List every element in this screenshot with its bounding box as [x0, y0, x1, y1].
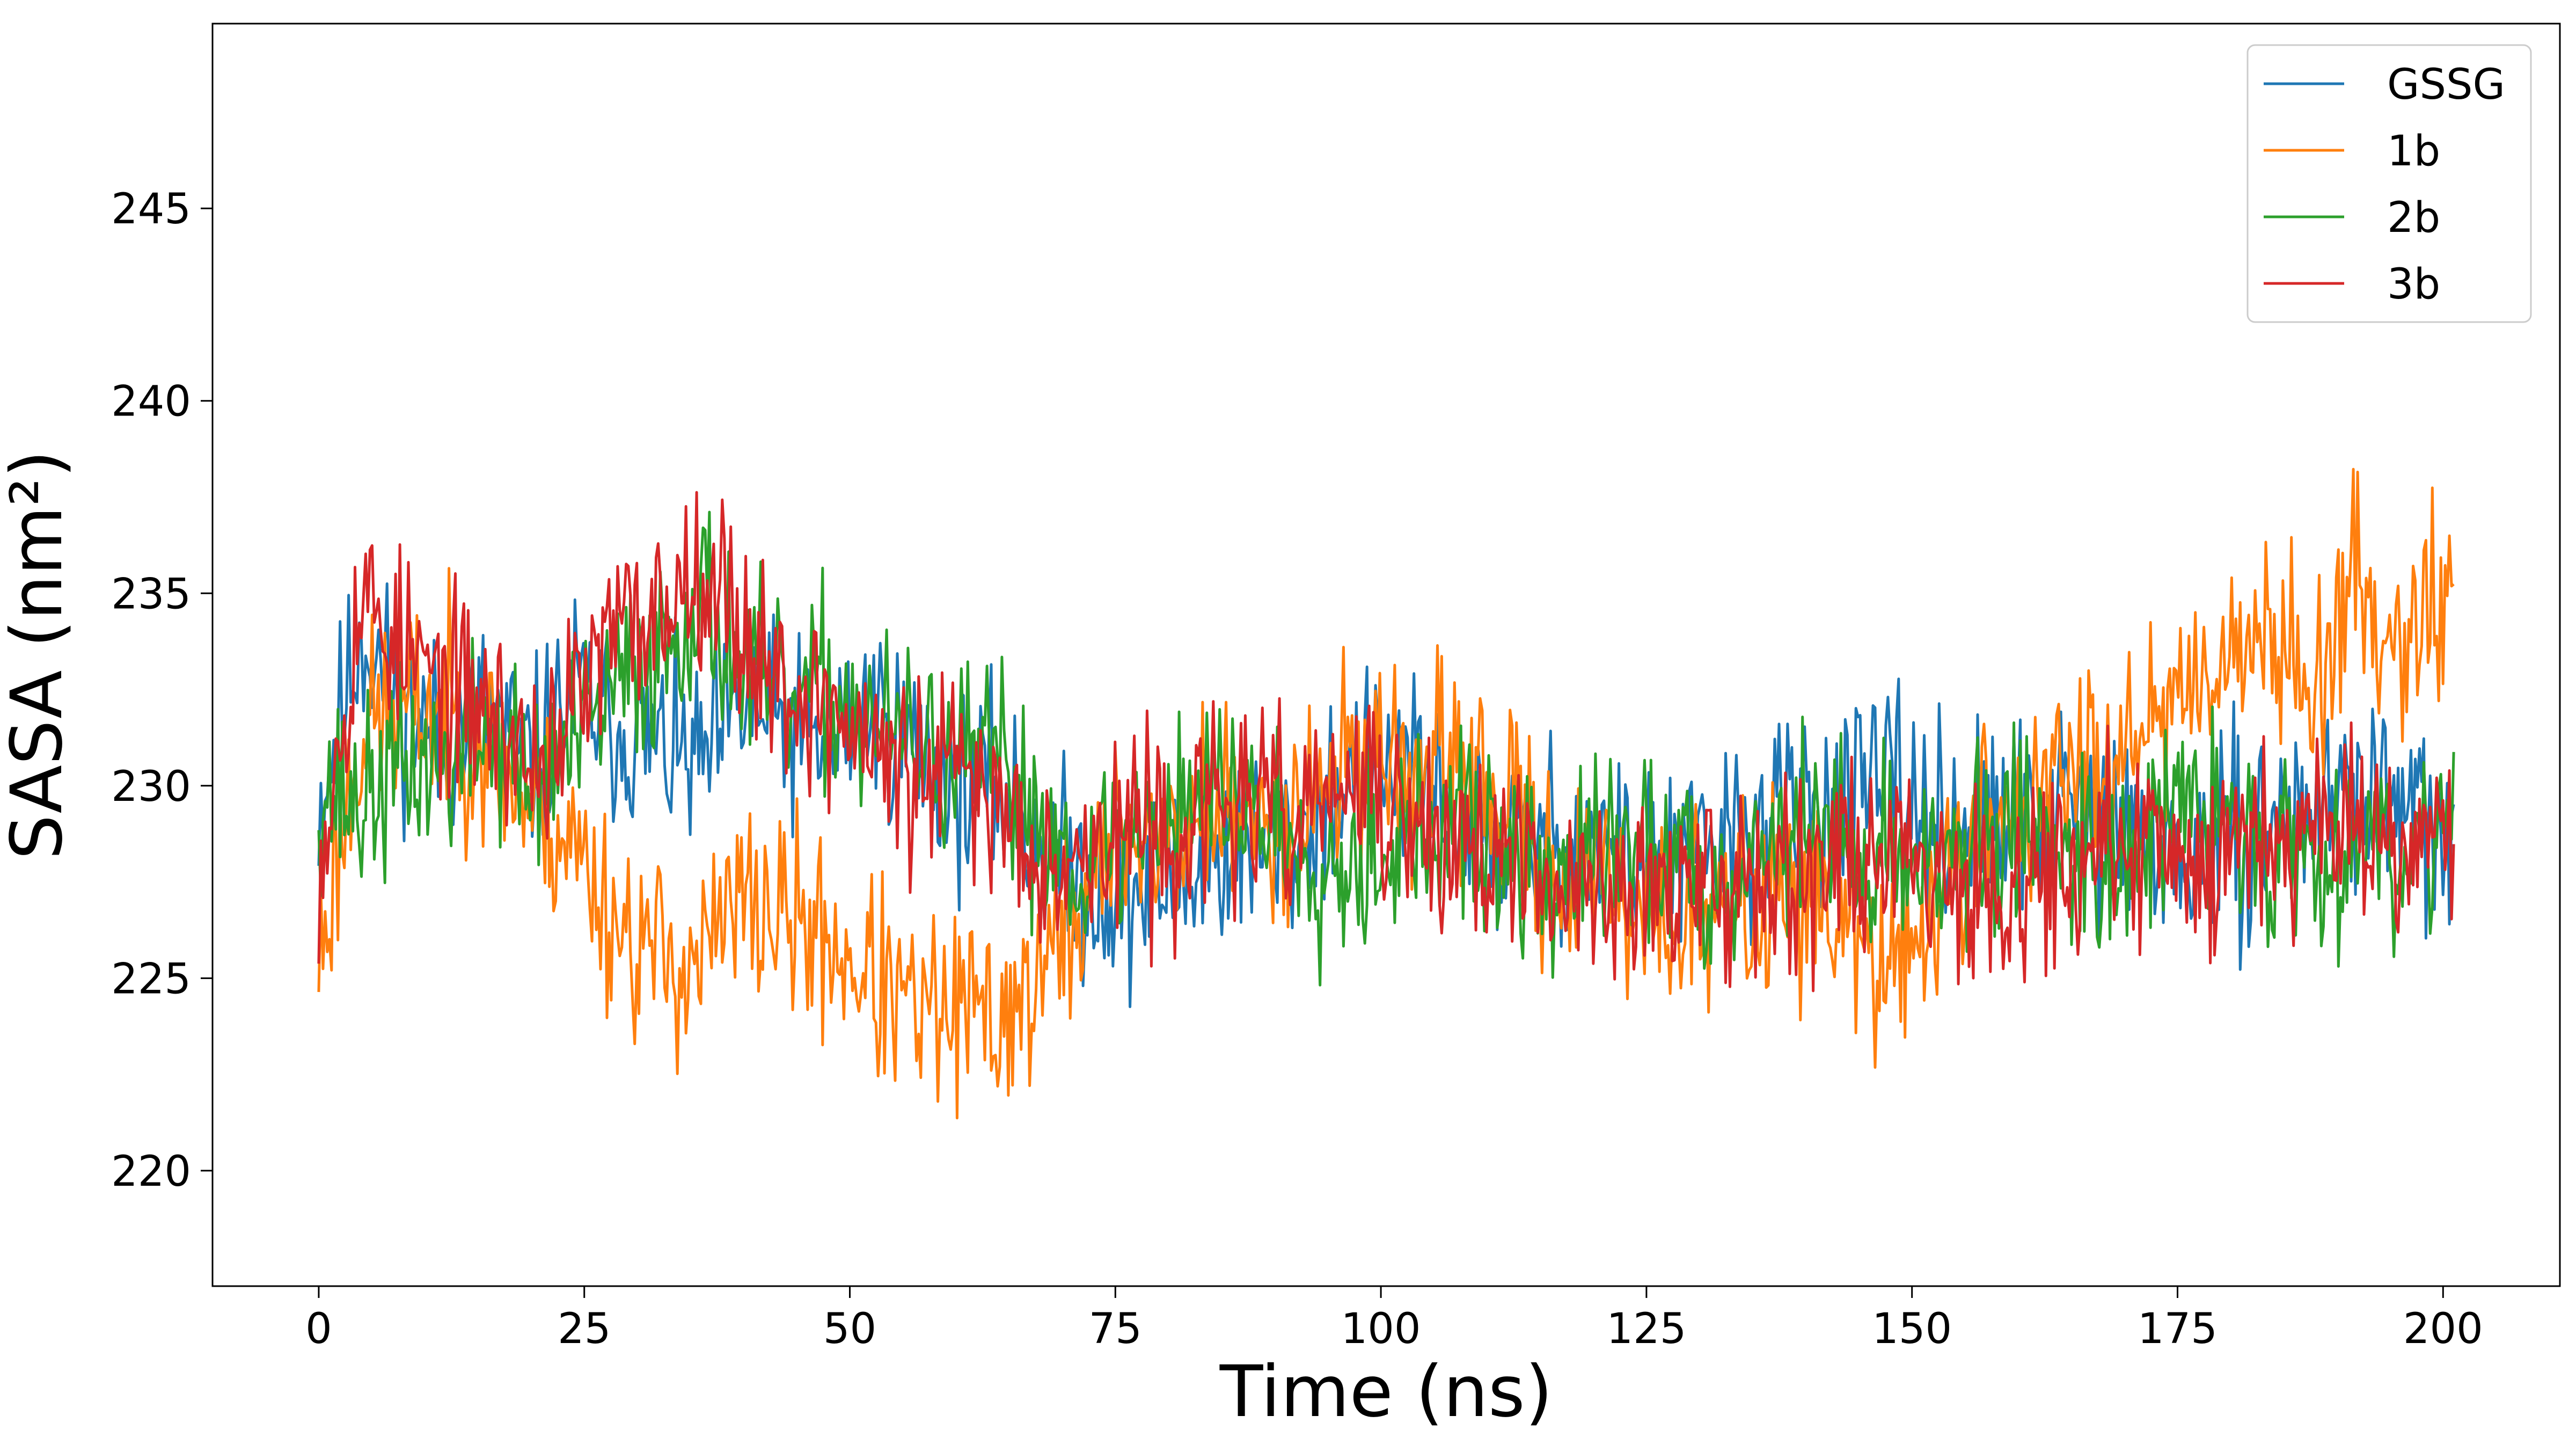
x-tick-label: 50 — [823, 1305, 876, 1353]
series-layer — [317, 468, 2455, 1120]
series-line-3b — [317, 491, 2455, 993]
legend-label: GSSG — [2387, 61, 2505, 109]
x-tick-label: 75 — [1089, 1305, 1142, 1353]
y-tick-label: 245 — [111, 185, 191, 234]
x-tick-label: 100 — [1341, 1305, 1421, 1353]
legend-box — [2246, 44, 2532, 323]
x-axis: 0 25 50 75 100 125 150 175 200 — [305, 1286, 2483, 1353]
legend-label: 2b — [2387, 194, 2440, 242]
x-tick-label: 200 — [2403, 1305, 2483, 1353]
y-axis-title: SASA (nm²) — [0, 450, 78, 859]
x-tick-label: 175 — [2138, 1305, 2218, 1353]
y-tick-label: 230 — [111, 763, 191, 811]
x-tick-label: 125 — [1606, 1305, 1686, 1353]
series-line-1b — [317, 468, 2455, 1120]
plot-frame — [211, 23, 2561, 1287]
legend-label: 1b — [2387, 127, 2440, 176]
x-axis-title: Time (ns) — [1219, 1351, 1553, 1433]
x-tick-label: 150 — [1872, 1305, 1952, 1353]
legend-label: 3b — [2387, 260, 2440, 309]
y-tick-label: 225 — [111, 955, 191, 1003]
legend: GSSG 1b 2b 3b — [2246, 44, 2532, 323]
x-tick-label: 0 — [305, 1305, 332, 1353]
y-tick-label: 235 — [111, 570, 191, 618]
y-tick-label: 220 — [111, 1148, 191, 1196]
y-tick-label: 240 — [111, 378, 191, 426]
y-axis: 220 225 230 235 240 245 — [111, 185, 213, 1196]
x-tick-label: 25 — [558, 1305, 611, 1353]
